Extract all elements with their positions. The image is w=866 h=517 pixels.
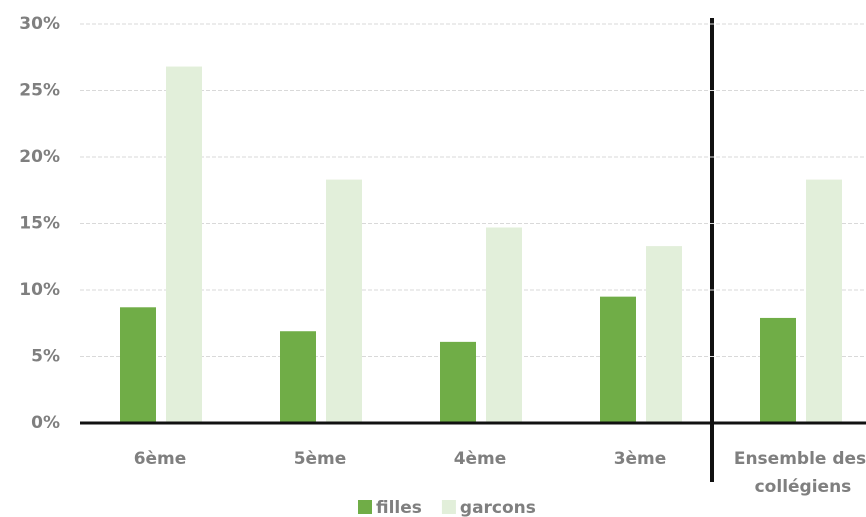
x-tick-label: 5ème	[294, 449, 347, 469]
bar	[166, 66, 202, 423]
legend-label: filles	[376, 498, 422, 517]
bar	[760, 317, 796, 423]
x-tick-label: 4ème	[454, 449, 507, 469]
x-tick-label-line: Ensemble des	[734, 449, 866, 469]
bar	[806, 179, 842, 423]
legend-label: garcons	[460, 498, 536, 517]
legend-swatch	[358, 500, 372, 514]
legend-swatch	[441, 500, 456, 514]
bar	[600, 296, 636, 423]
y-tick-label: 15%	[19, 214, 60, 234]
bar	[646, 246, 682, 423]
bar	[280, 331, 316, 423]
y-tick-label: 30%	[19, 14, 60, 34]
y-tick-label: 25%	[19, 81, 60, 101]
x-tick-label: Ensemble des collégiens	[734, 449, 866, 497]
bar	[486, 227, 522, 423]
bar	[440, 341, 476, 423]
y-tick-label: 20%	[19, 147, 60, 167]
y-tick-label: 0%	[31, 413, 60, 433]
x-tick-label: 6ème	[134, 449, 187, 469]
bar	[120, 307, 156, 423]
y-tick-label: 10%	[19, 280, 60, 300]
x-tick-label: 3ème	[614, 449, 667, 469]
x-tick-label-line: collégiens	[749, 477, 852, 497]
bar	[326, 179, 362, 423]
y-tick-label: 5%	[31, 347, 60, 367]
